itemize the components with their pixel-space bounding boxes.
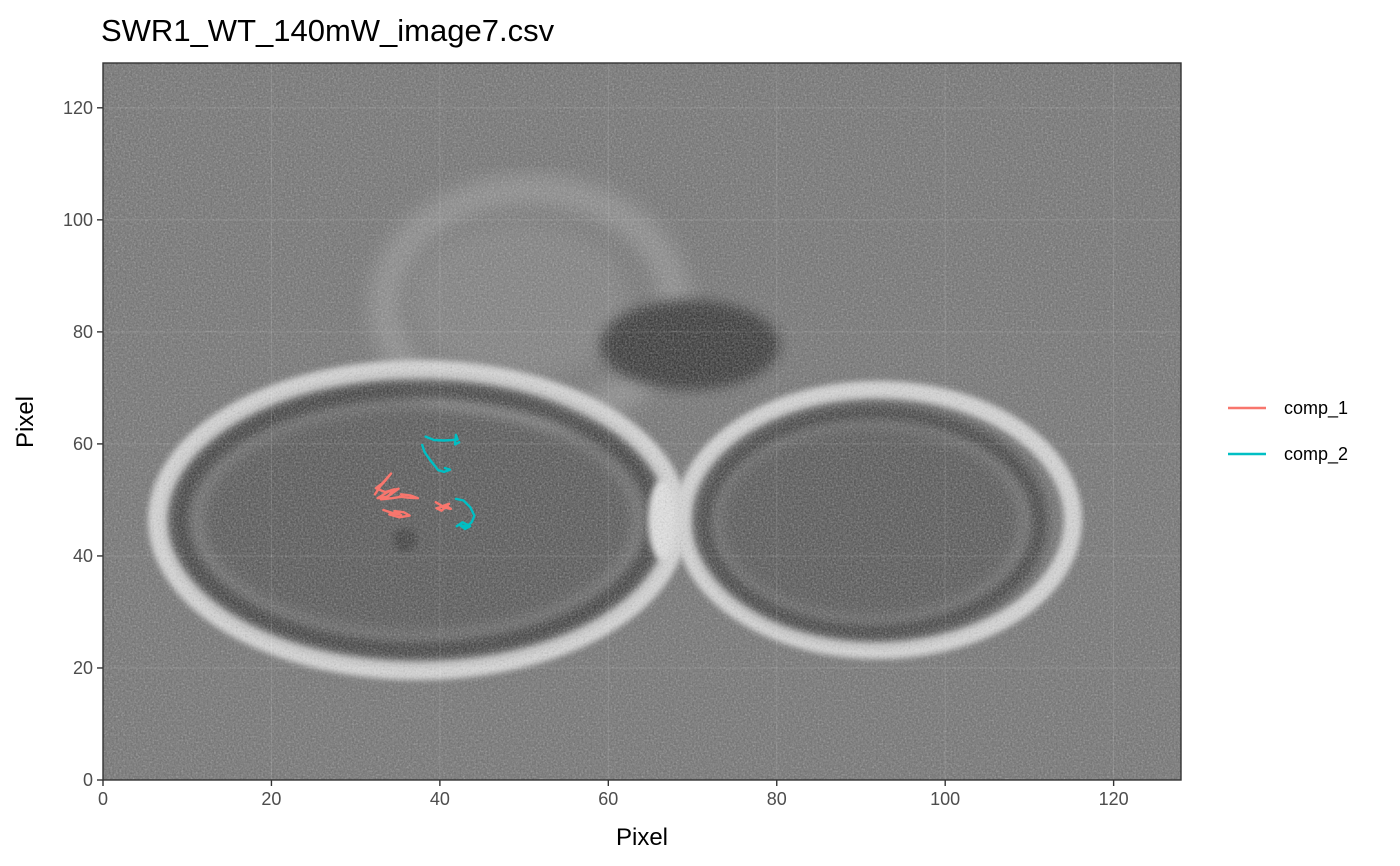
y-tick-label: 20 — [73, 658, 93, 678]
track-line — [424, 433, 461, 446]
x-axis-title: Pixel — [616, 824, 668, 851]
y-tick-label: 100 — [63, 210, 93, 230]
x-tick-label: 120 — [1099, 789, 1129, 809]
track-line — [421, 443, 452, 474]
x-tick-label: 100 — [930, 789, 960, 809]
tracks — [373, 433, 476, 531]
legend-item-comp_2: comp_2 — [1228, 444, 1348, 465]
x-axis: 0 20 40 60 80 100 120 — [98, 780, 1129, 809]
legend-label: comp_1 — [1284, 398, 1348, 419]
x-tick-label: 60 — [598, 789, 618, 809]
y-axis: 0 20 40 60 80 100 120 — [63, 98, 103, 790]
plot-border — [102, 62, 1182, 781]
grid — [102, 63, 1181, 781]
x-tick-label: 20 — [261, 789, 281, 809]
x-tick-label: 40 — [430, 789, 450, 809]
track-line — [454, 497, 476, 531]
x-tick-label: 80 — [767, 789, 787, 809]
track-line — [382, 508, 411, 519]
series-comp_2 — [421, 433, 476, 531]
legend: comp_1 comp_2 — [1228, 398, 1348, 465]
y-tick-label: 80 — [73, 322, 93, 342]
y-tick-label: 40 — [73, 546, 93, 566]
microscopy-background — [103, 63, 1181, 780]
track-line — [434, 501, 452, 512]
y-tick-label: 60 — [73, 434, 93, 454]
y-axis-title: Pixel — [12, 396, 39, 448]
legend-label: comp_2 — [1284, 444, 1348, 465]
series-comp_1 — [373, 472, 452, 519]
track-line — [373, 472, 404, 501]
chart-title: SWR1_WT_140mW_image7.csv — [101, 13, 555, 48]
track-line — [398, 493, 420, 500]
legend-item-comp_1: comp_1 — [1228, 398, 1348, 419]
y-tick-label: 0 — [83, 770, 93, 790]
plot-panel — [102, 62, 1182, 781]
y-tick-label: 120 — [63, 98, 93, 118]
x-tick-label: 0 — [98, 789, 108, 809]
